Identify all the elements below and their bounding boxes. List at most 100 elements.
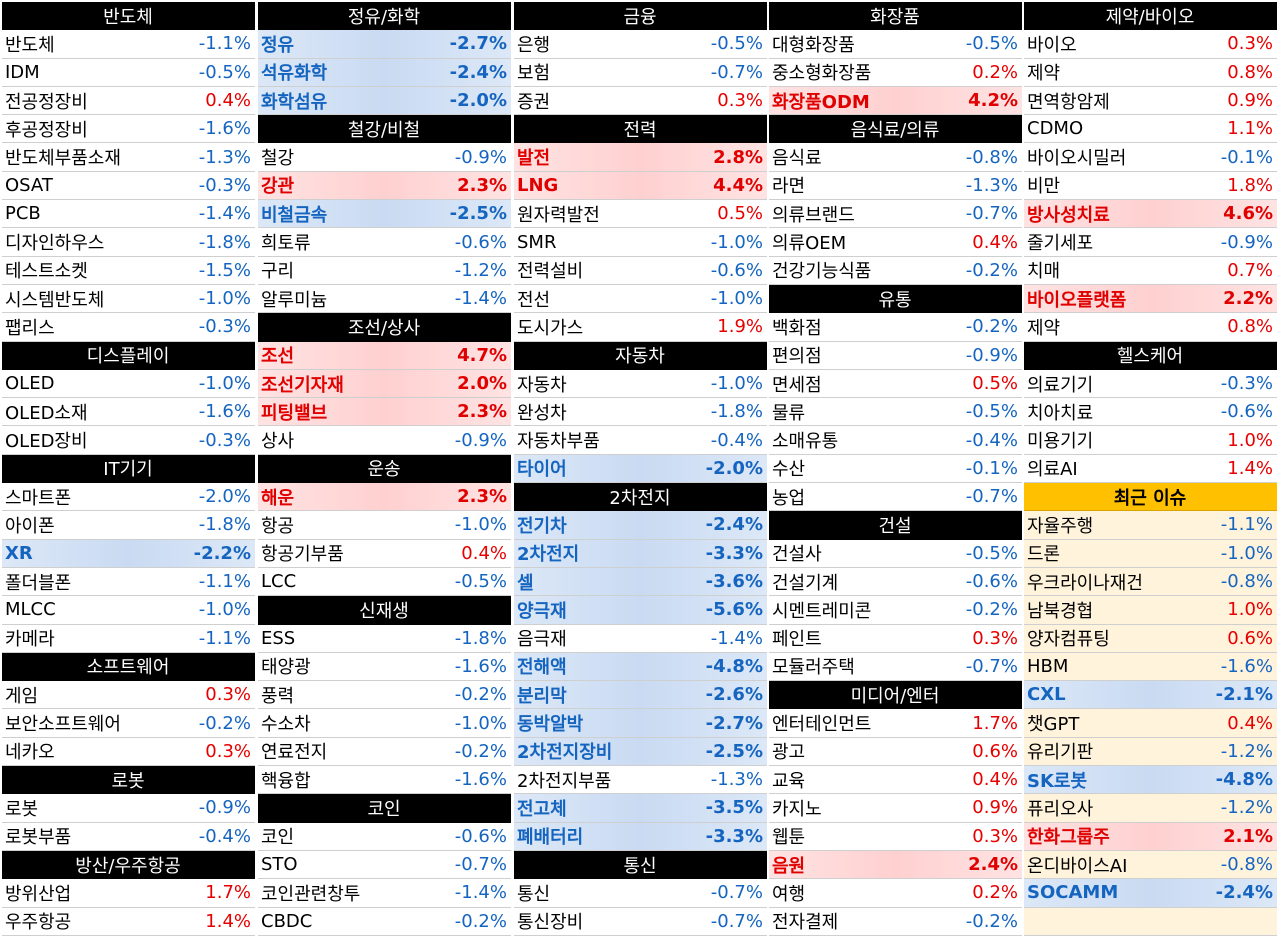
sector-row: 타이어 -2.0%: [514, 454, 767, 484]
sector-row: 엔터테인먼트 1.7%: [769, 709, 1022, 738]
sector-header: 신재생: [258, 596, 511, 625]
sector-row: OSAT -0.3%: [2, 172, 255, 201]
sector-name: 의료AI: [1027, 459, 1078, 481]
change-value: -0.3%: [198, 429, 251, 451]
sector-row: 퓨리오사 -1.2%: [1024, 794, 1277, 823]
sector-header: 금융: [514, 2, 767, 31]
sector-row: 팹리스 -0.3%: [2, 313, 255, 342]
change-value: -0.2%: [454, 910, 507, 932]
sector-row: 면세점 0.5%: [769, 370, 1022, 399]
change-value: 2.2%: [1223, 288, 1273, 310]
sector-row: 미용기기 1.0%: [1024, 426, 1277, 455]
sector-name: 모듈러주택: [772, 657, 855, 679]
change-value: 0.4%: [972, 231, 1018, 253]
sector-row: 음원 2.4%: [769, 850, 1022, 880]
sector-row: 상사 -0.9%: [258, 426, 511, 455]
sector-row: 동박알박 -2.7%: [514, 709, 767, 738]
sector-name: 의류OEM: [772, 233, 847, 255]
sector-row: SOCAMM -2.4%: [1024, 879, 1277, 908]
sector-header-title: IT기기: [103, 459, 153, 481]
change-value: -0.7%: [710, 882, 763, 904]
change-value: -0.3%: [1220, 373, 1273, 394]
sector-name: 시스템반도체: [5, 289, 105, 311]
sector-name: 미용기기: [1027, 431, 1094, 453]
change-value: -0.2%: [965, 910, 1018, 932]
sector-header: 소프트웨어: [2, 652, 255, 682]
sector-row: 자동차부품 -0.4%: [514, 426, 767, 455]
change-value: 0.7%: [1227, 259, 1273, 281]
sector-row: 전고체 -3.5%: [514, 794, 767, 823]
sector-name: SK로봇: [1027, 770, 1088, 792]
sector-header-title: 금융: [623, 6, 657, 28]
sector-row: 분리막 -2.6%: [514, 681, 767, 710]
change-value: -0.5%: [965, 542, 1018, 564]
change-value: -1.4%: [198, 203, 251, 225]
change-value: -1.6%: [198, 118, 251, 140]
sector-row: 대형화장품 -0.5%: [769, 30, 1022, 59]
change-value: 1.4%: [1227, 457, 1273, 479]
change-value: -0.6%: [454, 825, 507, 847]
sector-name: MLCC: [5, 599, 56, 621]
sector-name: 상사: [261, 431, 295, 453]
sector-name: 폴더블폰: [5, 572, 72, 594]
sector-name: LCC: [261, 571, 297, 593]
change-value: 0.3%: [205, 740, 251, 762]
sector-row: 여행 0.2%: [769, 879, 1022, 908]
change-value: -1.0%: [710, 231, 763, 253]
sector-row: 줄기세포 -0.9%: [1024, 228, 1277, 257]
change-value: -2.7%: [449, 33, 507, 55]
change-value: -0.7%: [454, 854, 507, 876]
change-value: 0.6%: [1227, 627, 1273, 649]
sector-row: 물류 -0.5%: [769, 398, 1022, 427]
sector-row: 백화점 -0.2%: [769, 313, 1022, 342]
sector-name: OLED장비: [5, 431, 88, 453]
sector-row: OLED소재 -1.6%: [2, 398, 255, 427]
sector-name: 화장품ODM: [772, 91, 870, 113]
sector-name: 강관: [261, 176, 295, 198]
sector-name: 자동차부품: [517, 431, 600, 453]
sector-row: SK로봇 -4.8%: [1024, 766, 1277, 795]
change-value: -5.6%: [705, 599, 763, 621]
change-value: -1.4%: [710, 627, 763, 649]
sector-row: 통신장비 -0.7%: [514, 908, 767, 936]
sector-name: 퓨리오사: [1027, 798, 1094, 820]
sector-row: 농업 -0.7%: [769, 483, 1022, 512]
change-value: -0.8%: [1220, 854, 1273, 876]
sector-row: LNG 4.4%: [514, 171, 767, 201]
change-value: -1.8%: [198, 231, 251, 253]
sector-name: 페인트: [772, 629, 822, 651]
change-value: -0.4%: [965, 429, 1018, 451]
sector-name: 드론: [1027, 544, 1061, 566]
sector-header: 화장품: [769, 2, 1022, 31]
sector-row: 건설사 -0.5%: [769, 540, 1022, 568]
sector-name: 카지노: [772, 798, 822, 820]
sector-name: 건강기능식품: [772, 261, 872, 283]
change-value: -1.4%: [454, 288, 507, 310]
change-value: -3.5%: [705, 797, 763, 819]
change-value: 0.6%: [972, 740, 1018, 762]
sector-row: HBM -1.6%: [1024, 652, 1277, 682]
sector-row: 남북경협 1.0%: [1024, 596, 1277, 625]
change-value: 4.7%: [457, 344, 507, 366]
sector-name: HBM: [1027, 655, 1069, 677]
sector-row: 모듈러주택 -0.7%: [769, 653, 1022, 682]
sector-header: 코인: [258, 794, 511, 823]
sector-name: 전기차: [517, 515, 567, 537]
change-value: 0.3%: [205, 684, 251, 706]
sector-name: 한화그룹주: [1027, 827, 1110, 849]
sector-name: 증권: [517, 91, 551, 113]
sector-name: 소매유통: [772, 431, 839, 453]
sector-row: OLED장비 -0.3%: [2, 426, 255, 455]
sector-row: 테스트소켓 -1.5%: [2, 257, 255, 285]
sector-row: 게임 0.3%: [2, 681, 255, 710]
sector-name: 코인: [261, 827, 295, 849]
sector-row: 편의점 -0.9%: [769, 342, 1022, 370]
change-value: -1.0%: [198, 288, 251, 310]
change-value: 0.9%: [972, 797, 1018, 819]
sector-row: 웹툰 0.3%: [769, 823, 1022, 851]
sector-header-title: 방산/우주항공: [75, 855, 181, 877]
change-value: 1.8%: [1227, 174, 1273, 196]
sector-row: 음식료 -0.8%: [769, 143, 1022, 172]
sector-row: 우주항공 1.4%: [2, 908, 255, 936]
change-value: -2.0%: [705, 457, 763, 479]
